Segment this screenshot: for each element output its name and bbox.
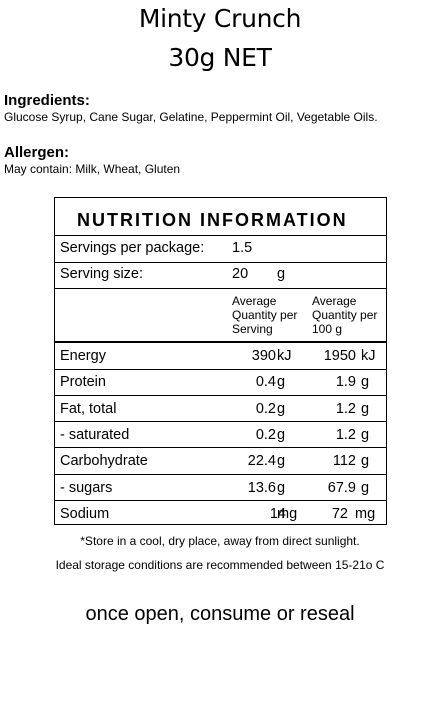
column-header-per-serving: Average Quantity per Serving — [232, 294, 297, 336]
per-100g-unit: kJ — [361, 348, 376, 364]
header-line: Serving — [232, 322, 273, 336]
servings-value: 1.5 — [232, 240, 253, 256]
ingredients-heading: Ingredients: — [4, 92, 90, 109]
nutrient-name: Sodium — [60, 506, 110, 522]
per-100g-unit: g — [361, 401, 370, 417]
per-100g-unit: g — [361, 427, 370, 443]
product-name: Minty Crunch — [138, 4, 302, 33]
net-weight: 30g NET — [168, 43, 272, 72]
per-serving-value: 390 — [251, 348, 276, 364]
divider — [55, 262, 386, 263]
divider — [55, 500, 386, 501]
divider — [55, 341, 386, 343]
divider — [55, 474, 386, 475]
ideal-storage-note: Ideal storage conditions are recommended… — [55, 558, 385, 572]
header-line: Quantity per — [312, 308, 378, 322]
divider — [55, 369, 386, 370]
per-serving-unit: g — [277, 374, 286, 390]
per-100g-value: 1.9 — [335, 374, 356, 390]
per-serving-unit: mg — [277, 506, 298, 522]
nutrition-title: NUTRITION INFORMATION — [77, 210, 348, 230]
header-line: Average — [312, 294, 357, 308]
divider — [55, 395, 386, 396]
nutrient-name: Protein — [60, 374, 106, 390]
per-serving-value: 0.4 — [255, 374, 276, 390]
divider — [55, 421, 386, 422]
per-100g-unit: g — [361, 374, 370, 390]
divider — [55, 288, 386, 289]
per-100g-value: 112 — [332, 453, 356, 469]
reseal-instruction: once open, consume or reseal — [85, 603, 355, 625]
per-serving-unit: g — [277, 480, 286, 496]
per-100g-value: 67.9 — [327, 480, 356, 496]
per-100g-value: 1.2 — [335, 427, 356, 443]
nutrient-name: Fat, total — [60, 401, 117, 417]
per-serving-unit: g — [277, 453, 286, 469]
per-serving-value: 0.2 — [255, 427, 276, 443]
serving-size-unit: g — [277, 266, 286, 282]
per-serving-value: 0.2 — [255, 401, 276, 417]
serving-size-label: Serving size: — [60, 266, 144, 282]
divider — [55, 235, 386, 236]
per-100g-value: 72 — [331, 506, 348, 522]
per-serving-unit: kJ — [277, 348, 292, 364]
nutrient-name: Carbohydrate — [60, 453, 148, 469]
per-100g-unit: g — [361, 480, 370, 496]
per-serving-value: 22.4 — [247, 453, 276, 469]
allergen-heading: Allergen: — [4, 144, 70, 161]
per-100g-value: 1.2 — [335, 401, 356, 417]
per-100g-unit: g — [361, 453, 370, 469]
per-serving-value: 13.6 — [247, 480, 276, 496]
per-100g-unit: mg — [355, 506, 376, 522]
serving-size-value: 20 — [232, 266, 249, 282]
nutrient-name: Energy — [60, 348, 106, 364]
allergen-text: May contain: Milk, Wheat, Gluten — [4, 162, 181, 176]
nutrition-panel: NUTRITION INFORMATION Servings per packa… — [54, 197, 387, 525]
per-serving-unit: g — [277, 427, 286, 443]
servings-label: Servings per package: — [60, 240, 205, 256]
per-100g-value: 1950 — [323, 348, 356, 364]
storage-note: *Store in a cool, dry place, away from d… — [80, 534, 360, 548]
header-line: Average — [232, 294, 277, 308]
divider — [55, 447, 386, 448]
per-serving-unit: g — [277, 401, 286, 417]
nutrient-name: - saturated — [60, 427, 130, 443]
nutrient-name: - sugars — [60, 480, 113, 496]
header-line: 100 g — [312, 322, 343, 336]
column-header-per-100g: Average Quantity per 100 g — [312, 294, 377, 336]
header-line: Quantity per — [232, 308, 298, 322]
per-serving-value: 14 — [269, 506, 286, 522]
ingredients-text: Glucose Syrup, Cane Sugar, Gelatine, Pep… — [4, 110, 378, 124]
